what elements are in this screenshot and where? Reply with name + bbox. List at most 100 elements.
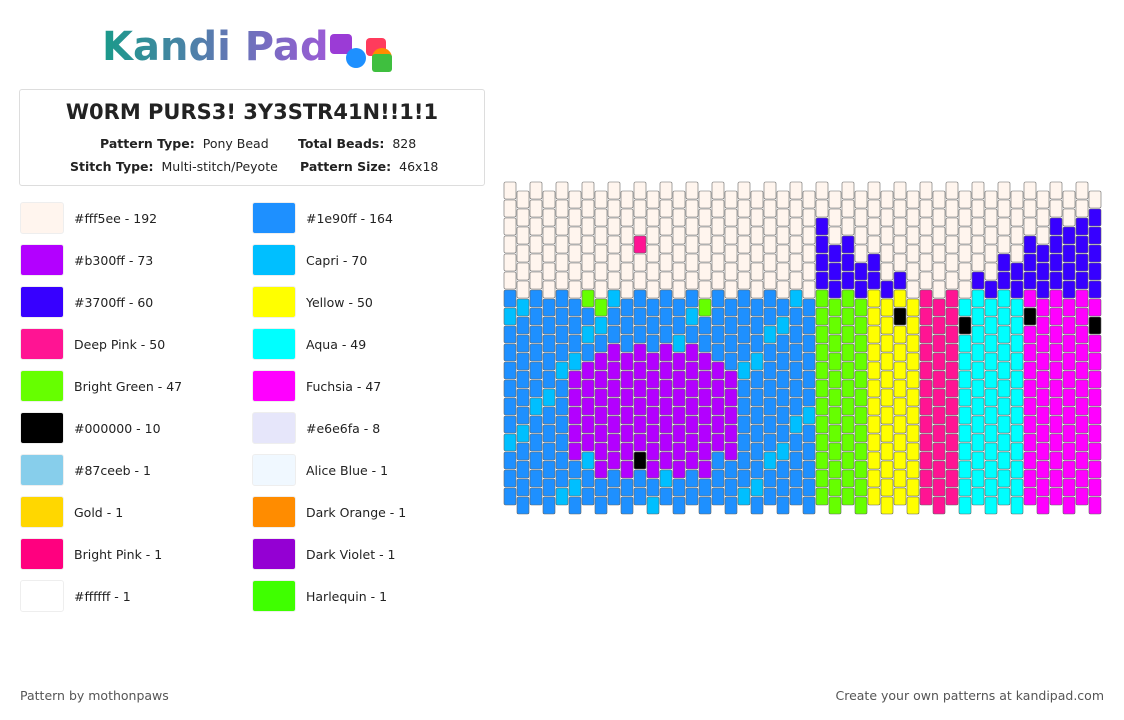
- bead: [893, 217, 907, 236]
- bead: [1049, 379, 1063, 398]
- bead: [1036, 280, 1050, 299]
- bead: [1023, 181, 1037, 200]
- bead: [997, 469, 1011, 488]
- bead: [698, 478, 712, 497]
- legend-label: Dark Orange - 1: [306, 504, 407, 520]
- bead: [1010, 424, 1024, 443]
- bead: [685, 343, 699, 362]
- bead: [945, 343, 959, 362]
- bead: [971, 397, 985, 416]
- swatch: [252, 454, 296, 486]
- bead: [815, 343, 829, 362]
- bead: [893, 253, 907, 272]
- bead: [854, 298, 868, 317]
- bead: [581, 235, 595, 254]
- bead: [932, 316, 946, 335]
- bead: [516, 442, 530, 461]
- bead: [1062, 298, 1076, 317]
- swatch: [252, 244, 296, 276]
- bead: [893, 451, 907, 470]
- bead: [1036, 370, 1050, 389]
- bead: [906, 244, 920, 263]
- bead: [945, 487, 959, 506]
- bead: [633, 415, 647, 434]
- bead: [646, 478, 660, 497]
- bead: [750, 262, 764, 281]
- bead: [568, 478, 582, 497]
- bead: [1062, 424, 1076, 443]
- bead: [1088, 226, 1102, 245]
- bead: [568, 280, 582, 299]
- bead: [542, 298, 556, 317]
- bead: [542, 388, 556, 407]
- bead: [815, 379, 829, 398]
- bead: [594, 406, 608, 425]
- bead: [724, 334, 738, 353]
- bead: [984, 370, 998, 389]
- bead: [984, 208, 998, 227]
- bead: [932, 244, 946, 263]
- bead: [1049, 325, 1063, 344]
- bead: [1010, 496, 1024, 515]
- bead: [776, 424, 790, 443]
- bead: [529, 253, 543, 272]
- bead: [1062, 190, 1076, 209]
- bead: [919, 307, 933, 326]
- bead: [711, 433, 725, 452]
- bead: [815, 433, 829, 452]
- bead: [906, 460, 920, 479]
- footer-link[interactable]: Create your own patterns at kandipad.com: [835, 688, 1104, 703]
- bead: [984, 460, 998, 479]
- bead: [633, 325, 647, 344]
- bead: [932, 478, 946, 497]
- bead: [698, 208, 712, 227]
- bead: [1036, 352, 1050, 371]
- logo[interactable]: Kandi Pad: [102, 24, 329, 70]
- bead: [1049, 199, 1063, 218]
- swatch: [20, 286, 64, 318]
- bead: [607, 397, 621, 416]
- swatch: [20, 412, 64, 444]
- bead: [698, 424, 712, 443]
- bead: [594, 370, 608, 389]
- bead: [1075, 451, 1089, 470]
- legend-item: Gold - 1: [20, 496, 123, 528]
- bead: [997, 487, 1011, 506]
- bead: [555, 307, 569, 326]
- bead: [906, 496, 920, 515]
- bead: [672, 478, 686, 497]
- bead: [594, 478, 608, 497]
- bead: [789, 433, 803, 452]
- bead: [737, 487, 751, 506]
- bead: [659, 379, 673, 398]
- bead: [581, 415, 595, 434]
- bead: [607, 271, 621, 290]
- bead: [971, 415, 985, 434]
- bead: [711, 253, 725, 272]
- bead: [620, 298, 634, 317]
- bead: [659, 433, 673, 452]
- bead: [672, 190, 686, 209]
- bead: [698, 352, 712, 371]
- bead: [984, 190, 998, 209]
- bead: [724, 244, 738, 263]
- bead: [542, 460, 556, 479]
- bead: [581, 181, 595, 200]
- bead: [516, 478, 530, 497]
- bead: [945, 235, 959, 254]
- bead: [867, 253, 881, 272]
- bead: [1010, 478, 1024, 497]
- bead: [633, 181, 647, 200]
- bead: [529, 343, 543, 362]
- bead: [854, 316, 868, 335]
- bead: [581, 217, 595, 236]
- bead: [958, 442, 972, 461]
- bead: [1062, 262, 1076, 281]
- bead: [841, 361, 855, 380]
- bead: [1062, 334, 1076, 353]
- bead: [997, 307, 1011, 326]
- bead: [880, 316, 894, 335]
- bead: [945, 415, 959, 434]
- bead: [724, 316, 738, 335]
- bead: [1023, 271, 1037, 290]
